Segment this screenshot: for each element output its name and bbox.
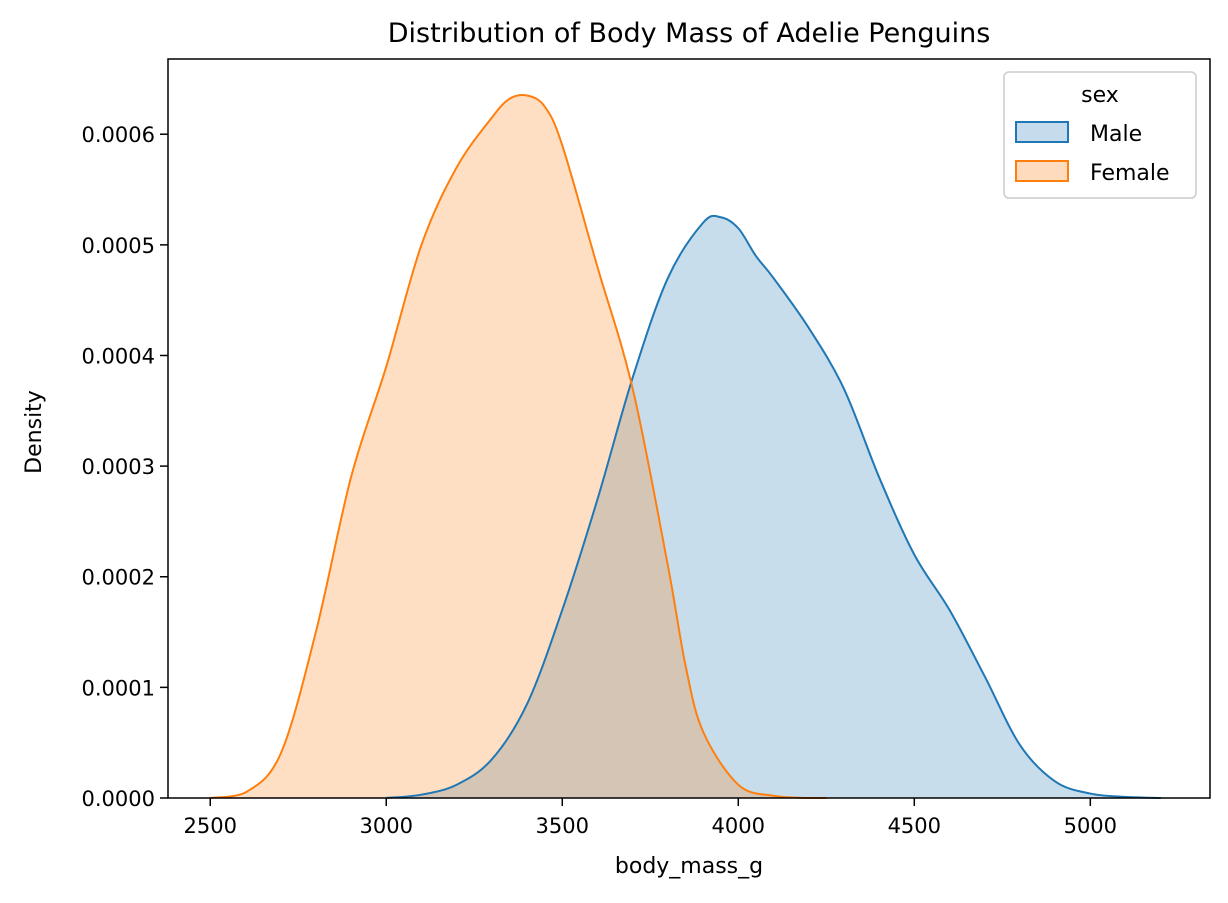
y-tick-label-6: 0.0006: [82, 123, 155, 147]
legend-swatch-female: [1015, 160, 1069, 182]
chart-title: Distribution of Body Mass of Adelie Peng…: [388, 18, 991, 49]
y-tick-label-0: 0.0000: [82, 787, 155, 811]
x-tick-label-3500: 3500: [536, 814, 589, 838]
density-line-male: [386, 214, 1161, 799]
density-line-female: [210, 93, 827, 800]
legend-swatch-male: [1015, 121, 1069, 143]
legend-label-male: Male: [1090, 122, 1142, 147]
plot-area: [210, 93, 1161, 800]
y-tick-label-2: 0.0002: [82, 566, 155, 590]
density-area-male: [386, 215, 1161, 798]
x-tick-label-4000: 4000: [712, 814, 765, 838]
density-area-female: [210, 94, 827, 798]
y-axis-label: Density: [22, 390, 47, 474]
y-tick-label-1: 0.0001: [82, 676, 155, 700]
y-tick-label-4: 0.0004: [82, 344, 155, 368]
plot-frame: [167, 58, 1211, 799]
legend-title: sex: [1081, 83, 1119, 108]
legend-entries: Male Female: [1015, 121, 1170, 186]
x-axis-label: body_mass_g: [615, 854, 763, 879]
x-tick-label-2500: 2500: [184, 814, 237, 838]
legend-label-female: Female: [1090, 161, 1170, 186]
y-tick-label-5: 0.0005: [82, 234, 155, 258]
y-tick-label-3: 0.0003: [82, 455, 155, 479]
legend: sex Male Female: [1003, 71, 1197, 199]
x-tick-label-4500: 4500: [888, 814, 941, 838]
x-tick-label-3000: 3000: [360, 814, 413, 838]
x-axis: 2500 3000 3500 4000 4500 5000: [184, 798, 1117, 838]
x-tick-label-5000: 5000: [1064, 814, 1117, 838]
y-axis: 0.0000 0.0001 0.0002 0.0003 0.0004 0.0005 0.00…: [82, 123, 168, 811]
